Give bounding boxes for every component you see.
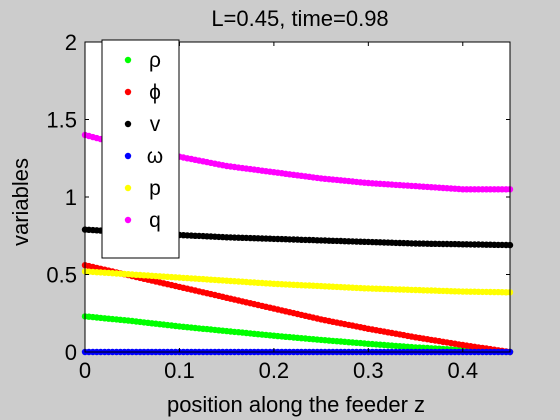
legend-marker — [124, 184, 132, 192]
legend-label: ω — [147, 145, 163, 168]
legend-marker — [124, 152, 132, 160]
legend-label: v — [150, 113, 161, 136]
x-tick-label: 0.2 — [259, 358, 290, 383]
x-axis-label: position along the feeder z — [167, 392, 425, 417]
axes-layer: 0 0.1 0.2 0.3 0.4 0 0.5 1 1.5 2 — [46, 30, 511, 383]
legend-marker — [124, 56, 132, 64]
y-tick-label: 1.5 — [46, 108, 77, 133]
legend-marker — [124, 88, 132, 96]
series-layer — [81, 131, 514, 356]
x-tick-label: 0.4 — [447, 358, 478, 383]
y-tick-label: 0 — [65, 340, 77, 365]
legend-label: q — [149, 209, 161, 232]
y-tick-label: 2 — [65, 30, 77, 55]
x-tick-label: 0 — [79, 358, 91, 383]
chart-title: L=0.45, time=0.98 — [211, 6, 388, 31]
series-4 — [81, 268, 514, 296]
y-tick-label: 1 — [65, 185, 77, 210]
legend-box — [101, 39, 180, 259]
y-tick-label: 0.5 — [46, 263, 77, 288]
legend-label: p — [149, 177, 161, 200]
legend-marker — [124, 216, 132, 224]
x-tick-label: 0.3 — [353, 358, 384, 383]
x-tick-label: 0.1 — [164, 358, 195, 383]
legend-label: ϕ — [149, 81, 161, 104]
y-axis-label: variables — [8, 158, 33, 246]
legend-marker — [124, 120, 132, 128]
legend-label: ρ — [149, 49, 161, 72]
